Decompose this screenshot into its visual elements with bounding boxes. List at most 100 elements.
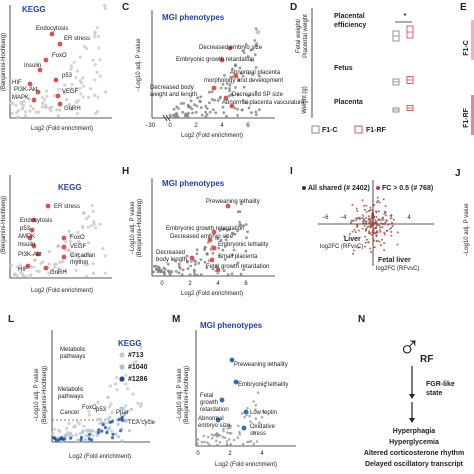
tick-label: −2: [358, 215, 366, 221]
scatter-dot: [123, 418, 127, 422]
point-label: Metabolic: [58, 387, 84, 393]
scatter-dot: [236, 261, 240, 265]
scatter-dot: [111, 432, 115, 436]
scatter-dot: [249, 48, 253, 52]
scatter-dot: [68, 239, 72, 243]
x-tick-label: 0: [168, 123, 172, 129]
scatter-dot: [85, 428, 89, 432]
scatter-dot: [228, 94, 231, 98]
scatter-dot: [368, 230, 371, 233]
scatter-dot: [88, 87, 93, 91]
scatter-dot: [350, 221, 352, 224]
scatter-dot: [375, 216, 378, 218]
scatter-dot: [49, 109, 53, 113]
scatter-dot: [153, 264, 156, 268]
scatter-dot: [205, 252, 209, 256]
scatter-dot: [350, 219, 353, 222]
scatter-dot: [352, 219, 355, 222]
scatter-dot: [229, 442, 232, 446]
tissue-image: [471, 20, 474, 60]
point-label: retardation: [200, 407, 229, 413]
scatter-dot: [372, 211, 374, 214]
scatter-dot: [356, 210, 359, 213]
scatter-dot: [74, 100, 78, 104]
scatter-dot: [238, 220, 242, 224]
legend-label: #713: [128, 352, 144, 359]
scatter-dot: [380, 219, 383, 222]
scatter-dot: [230, 93, 234, 97]
scatter-dot: [363, 224, 366, 227]
scatter-dot: [45, 94, 49, 99]
scatter-dot: [232, 438, 236, 442]
scatter-dot: [52, 427, 57, 431]
scatter-dot: [246, 406, 249, 410]
scatter-dot: [194, 263, 197, 266]
scatter-dot: [196, 96, 200, 100]
scatter-dot: [79, 92, 83, 96]
scatter-dot: [253, 431, 256, 435]
scatter-dot: [254, 113, 258, 117]
highlight-dot: [211, 229, 217, 235]
scatter-dot: [15, 274, 19, 278]
scatter-dot: [375, 225, 378, 227]
scatter-dot: [352, 252, 355, 255]
scatter-dot: [16, 115, 20, 119]
scatter-dot: [381, 226, 384, 229]
scatter-dot: [382, 198, 385, 201]
highlight-dot: [243, 409, 249, 415]
scatter-dot: [52, 94, 57, 98]
panel-letter: J: [455, 168, 461, 179]
scatter-dot: [228, 83, 232, 87]
scatter-dot: [231, 231, 234, 235]
scatter-dot: [41, 101, 45, 105]
scatter-dot: [368, 232, 371, 235]
x-axis-label: Log2 (Fold enrichment): [69, 454, 131, 460]
scatter-dot: [124, 382, 128, 386]
scatter-dot: [54, 438, 59, 443]
tick-label: 4: [407, 215, 411, 221]
scatter-dot: [356, 224, 359, 227]
scatter-dot: [74, 268, 78, 272]
scatter-dot: [98, 417, 102, 421]
scatter-dot: [396, 243, 399, 246]
scatter-dot: [385, 219, 388, 222]
scatter-dot: [106, 428, 110, 432]
scatter-dot: [83, 262, 87, 266]
scatter-dot: [371, 222, 374, 225]
scatter-dot: [211, 251, 215, 255]
scatter-dot: [57, 438, 61, 442]
scatter-dot: [81, 224, 85, 228]
scatter-dot: [81, 95, 85, 99]
scatter-dot: [19, 271, 23, 275]
scatter-dot: [20, 107, 24, 111]
highlight-dot: [227, 45, 233, 51]
scatter-dot: [379, 226, 382, 229]
scatter-dot: [98, 222, 102, 226]
scatter-dot: [69, 233, 73, 237]
scatter-dot: [177, 271, 181, 275]
scatter-dot: [11, 101, 15, 106]
highlight-dot: [31, 217, 37, 223]
scatter-dot: [231, 67, 234, 71]
highlight-dot: [211, 85, 217, 91]
scatter-dot: [22, 99, 26, 103]
scatter-dot: [247, 72, 250, 75]
scatter-dot: [90, 204, 94, 208]
scatter-dot: [378, 224, 381, 227]
scatter-dot: [73, 425, 77, 429]
scatter-dot: [91, 433, 95, 438]
scatter-dot: [55, 108, 59, 112]
scatter-dot: [194, 260, 197, 263]
highlight-dot: [35, 251, 41, 257]
scatter-dot: [255, 42, 258, 46]
scatter-dot: [87, 413, 91, 417]
scatter-dot: [95, 70, 99, 75]
scatter-dot: [72, 60, 76, 64]
scatter-dot: [100, 429, 104, 433]
scatter-dot: [223, 436, 227, 440]
scatter-dot: [86, 252, 90, 256]
highlight-dot: [53, 77, 59, 83]
scatter-dot: [237, 424, 240, 428]
scatter-dot: [195, 273, 199, 277]
